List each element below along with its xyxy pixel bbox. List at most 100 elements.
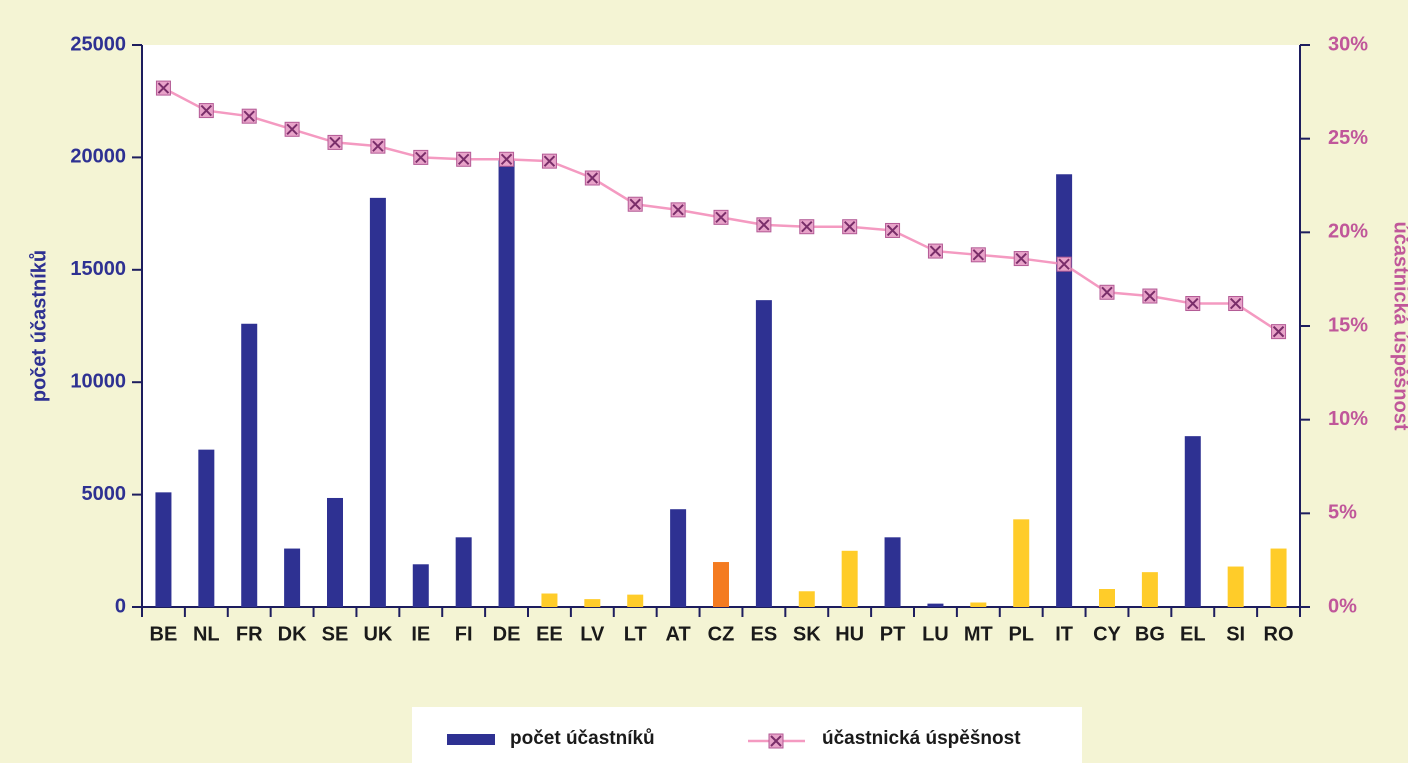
marker-cross — [586, 172, 599, 184]
marker-cross — [286, 123, 298, 136]
y-tick-label: 15000 — [70, 258, 126, 280]
bar — [455, 537, 472, 607]
bar — [927, 603, 944, 607]
bar — [1056, 174, 1073, 607]
y-tick-label: 5000 — [82, 483, 127, 505]
y2-tick-label: 30% — [1328, 33, 1368, 55]
bar — [541, 593, 558, 607]
bar — [284, 548, 301, 607]
marker-cross — [972, 249, 985, 261]
x-tick-label: PL — [1008, 623, 1034, 645]
bar — [198, 449, 215, 607]
x-tick-label: CZ — [708, 623, 735, 645]
plot-area — [142, 45, 1300, 607]
x-tick-label: SE — [322, 623, 349, 645]
y-tick-label: 25000 — [70, 33, 126, 55]
marker-cross — [457, 153, 470, 165]
marker-cross — [200, 104, 213, 117]
x-tick-label: BE — [150, 623, 178, 645]
marker-cross — [629, 198, 641, 210]
bar — [1184, 436, 1201, 607]
x-tick-label: FR — [236, 623, 263, 645]
legend-swatch — [447, 734, 495, 745]
bar — [412, 564, 429, 607]
legend-box — [412, 707, 1082, 763]
marker-cross — [543, 155, 556, 167]
x-tick-label: EL — [1180, 623, 1206, 645]
bar — [584, 599, 601, 607]
marker-cross — [758, 219, 770, 231]
y-tick-label: 20000 — [70, 146, 126, 168]
y2-tick-label: 20% — [1328, 221, 1368, 243]
bar — [670, 509, 687, 607]
marker-cross — [372, 140, 384, 152]
bar — [155, 492, 172, 607]
marker-cross — [157, 82, 170, 94]
bar — [884, 537, 901, 607]
y-tick-label: 0 — [115, 595, 126, 617]
bar — [713, 562, 729, 607]
bar — [369, 197, 386, 607]
x-tick-label: CY — [1093, 623, 1121, 645]
marker-cross — [1229, 297, 1242, 310]
x-tick-label: SK — [793, 623, 821, 645]
x-tick-label: PT — [880, 623, 906, 645]
x-tick-label: EE — [536, 623, 563, 645]
x-tick-label: BG — [1135, 623, 1165, 645]
legend-label: počet účastníků — [510, 728, 655, 749]
marker-cross — [1187, 297, 1199, 310]
marker-cross — [1058, 258, 1070, 270]
x-tick-label: RO — [1264, 623, 1294, 645]
marker-cross — [929, 245, 942, 257]
x-tick-label: SI — [1226, 623, 1245, 645]
bar — [241, 323, 258, 607]
bar — [798, 591, 815, 607]
y-tick-label: 10000 — [70, 370, 126, 392]
marker-cross — [329, 136, 341, 149]
bar — [1013, 519, 1030, 607]
bar — [1270, 548, 1287, 607]
x-tick-label: DK — [278, 623, 307, 645]
marker-cross — [886, 224, 899, 237]
bar — [755, 300, 772, 607]
x-tick-label: LU — [922, 623, 949, 645]
marker-cross — [715, 211, 727, 224]
legend-marker-cross — [770, 735, 782, 747]
marker-cross — [672, 204, 684, 216]
bar — [327, 497, 343, 607]
bar — [1099, 589, 1115, 607]
x-tick-label: ES — [751, 623, 778, 645]
marker-cross — [843, 221, 856, 233]
y2-tick-label: 10% — [1328, 408, 1368, 430]
x-tick-label: LT — [624, 623, 647, 645]
y2-tick-label: 15% — [1328, 314, 1368, 336]
legend-label: účastnická úspěšnost — [822, 728, 1021, 749]
x-tick-label: IE — [411, 623, 430, 645]
x-tick-label: FI — [455, 623, 473, 645]
bar — [627, 594, 644, 607]
x-tick-label: LV — [580, 623, 605, 645]
x-tick-label: DE — [493, 623, 521, 645]
y-axis-label: počet účastníků — [28, 250, 50, 402]
x-tick-label: UK — [363, 623, 392, 645]
y2-tick-label: 0% — [1328, 595, 1357, 617]
marker-cross — [243, 110, 255, 122]
marker-cross — [1101, 286, 1113, 298]
x-tick-label: MT — [964, 623, 993, 645]
y2-axis-label: účastnická úspěšnost — [1390, 222, 1408, 431]
marker-cross — [415, 151, 427, 164]
marker-cross — [1144, 290, 1156, 302]
x-tick-label: IT — [1055, 623, 1073, 645]
y2-tick-label: 25% — [1328, 127, 1368, 149]
x-tick-label: HU — [835, 623, 864, 645]
y2-tick-label: 5% — [1328, 502, 1357, 524]
x-tick-label: AT — [666, 623, 691, 645]
bar — [498, 159, 515, 607]
marker-cross — [1015, 252, 1027, 265]
bar — [970, 602, 987, 607]
marker-cross — [801, 221, 813, 233]
marker-cross — [1272, 325, 1285, 338]
x-tick-label: NL — [193, 623, 220, 645]
